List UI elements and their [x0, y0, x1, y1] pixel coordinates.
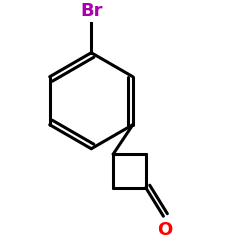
Text: O: O	[157, 221, 172, 239]
Text: Br: Br	[80, 2, 102, 20]
